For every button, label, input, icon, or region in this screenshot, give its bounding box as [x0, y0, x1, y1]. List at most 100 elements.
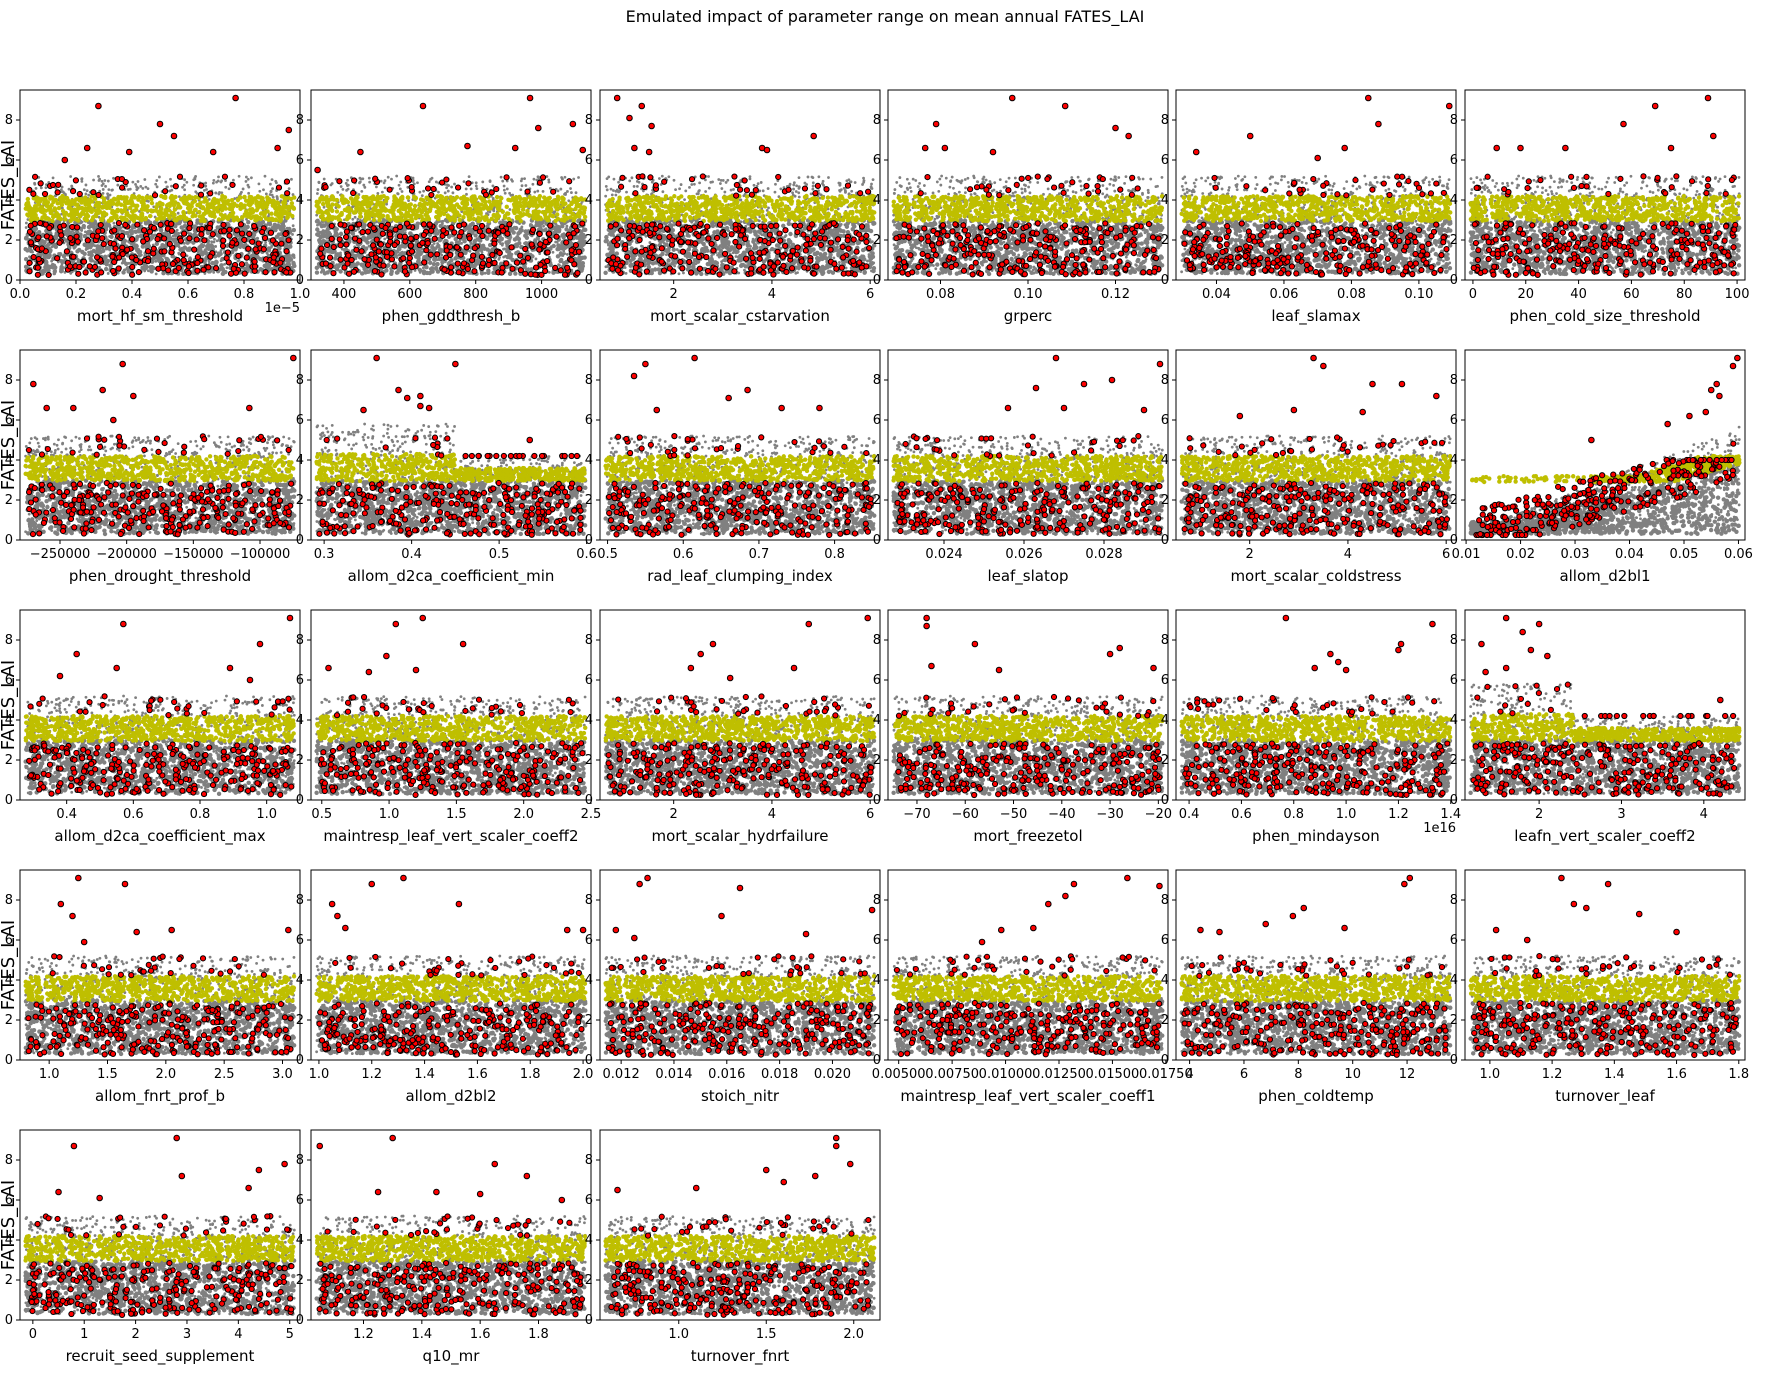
highlight-point — [57, 240, 62, 245]
y-tick-label: 8 — [5, 113, 13, 128]
grey-point — [98, 179, 101, 182]
grey-point — [510, 178, 513, 181]
grey-point — [210, 261, 214, 265]
grey-point — [323, 230, 327, 234]
highlight-point — [276, 185, 281, 190]
grey-point — [60, 188, 63, 191]
grey-point — [559, 258, 563, 262]
highlight-point — [98, 222, 103, 227]
band-point — [239, 202, 243, 206]
grey-point — [428, 261, 432, 265]
grey-point — [536, 190, 539, 193]
highlight-point — [231, 266, 236, 271]
band-point — [148, 195, 152, 199]
band-point — [164, 210, 168, 214]
band-point — [160, 202, 164, 206]
grey-point — [270, 190, 273, 193]
highlight-point — [284, 179, 289, 184]
grey-point — [52, 176, 55, 179]
highlight-point — [166, 268, 171, 273]
grey-point — [492, 197, 495, 200]
grey-point — [271, 194, 274, 197]
grey-point — [217, 175, 220, 178]
grey-point — [75, 249, 79, 253]
band-point — [47, 217, 51, 221]
highlight-point — [238, 222, 243, 227]
band-point — [281, 200, 285, 204]
grey-point — [45, 186, 48, 189]
grey-point — [25, 226, 28, 229]
band-point — [77, 206, 81, 210]
grey-point — [470, 188, 473, 191]
highlight-point — [110, 254, 115, 259]
grey-point — [137, 228, 141, 232]
grey-point — [547, 178, 550, 181]
band-point — [268, 217, 272, 221]
grey-point — [381, 191, 384, 194]
grey-point — [139, 185, 142, 188]
highlight-point — [252, 224, 257, 229]
highlight-point — [75, 239, 80, 244]
grey-point — [447, 184, 450, 187]
grey-point — [422, 190, 425, 193]
band-point — [230, 198, 234, 202]
band-point — [274, 217, 278, 221]
highlight-point — [145, 259, 150, 264]
grey-point — [106, 192, 109, 195]
grey-point — [422, 271, 426, 275]
band-point — [203, 196, 207, 200]
grey-point — [53, 269, 57, 273]
highlight-point — [234, 228, 239, 233]
grey-point — [380, 180, 383, 183]
grey-point — [503, 189, 506, 192]
highlight-point — [227, 227, 232, 232]
band-point — [60, 194, 64, 198]
highlight-point — [156, 266, 161, 271]
grey-point — [436, 244, 440, 248]
highlight-point — [50, 182, 55, 187]
grey-point — [258, 182, 261, 185]
grey-point — [386, 263, 390, 267]
grey-point — [336, 252, 340, 256]
band-point — [219, 197, 223, 201]
highlight-point — [64, 249, 69, 254]
grey-point — [264, 241, 267, 244]
band-point — [255, 214, 259, 218]
grey-point — [520, 179, 523, 182]
grey-point — [440, 254, 443, 257]
grey-point — [124, 262, 128, 266]
highlight-point — [116, 220, 121, 225]
grey-point — [336, 191, 339, 194]
grey-point — [533, 178, 536, 181]
band-point — [260, 198, 264, 202]
grey-point — [559, 251, 563, 255]
grey-point — [101, 249, 105, 253]
highlight-point — [35, 265, 40, 270]
highlight-point — [182, 231, 187, 236]
point-cloud — [315, 95, 588, 277]
highlight-point — [173, 184, 178, 189]
grey-point — [416, 181, 419, 184]
grey-point — [320, 224, 324, 228]
band-point — [388, 218, 392, 222]
grey-point — [421, 194, 424, 197]
highlight-point — [195, 268, 200, 273]
grey-point — [92, 179, 95, 182]
band-point — [167, 216, 171, 220]
figure-title: Emulated impact of parameter range on me… — [626, 7, 1145, 27]
highlight-point — [155, 237, 160, 242]
outlier-point — [157, 121, 163, 127]
grey-point — [54, 245, 58, 249]
grey-point — [102, 182, 105, 185]
grey-point — [135, 185, 138, 188]
grey-point — [192, 233, 196, 237]
highlight-point — [119, 233, 124, 238]
outlier-point — [171, 133, 177, 139]
grey-point — [399, 181, 402, 184]
grey-point — [90, 243, 94, 247]
grey-point — [335, 232, 339, 236]
highlight-point — [61, 223, 66, 228]
grey-point — [376, 192, 379, 195]
highlight-point — [120, 185, 125, 190]
grey-point — [575, 191, 578, 194]
